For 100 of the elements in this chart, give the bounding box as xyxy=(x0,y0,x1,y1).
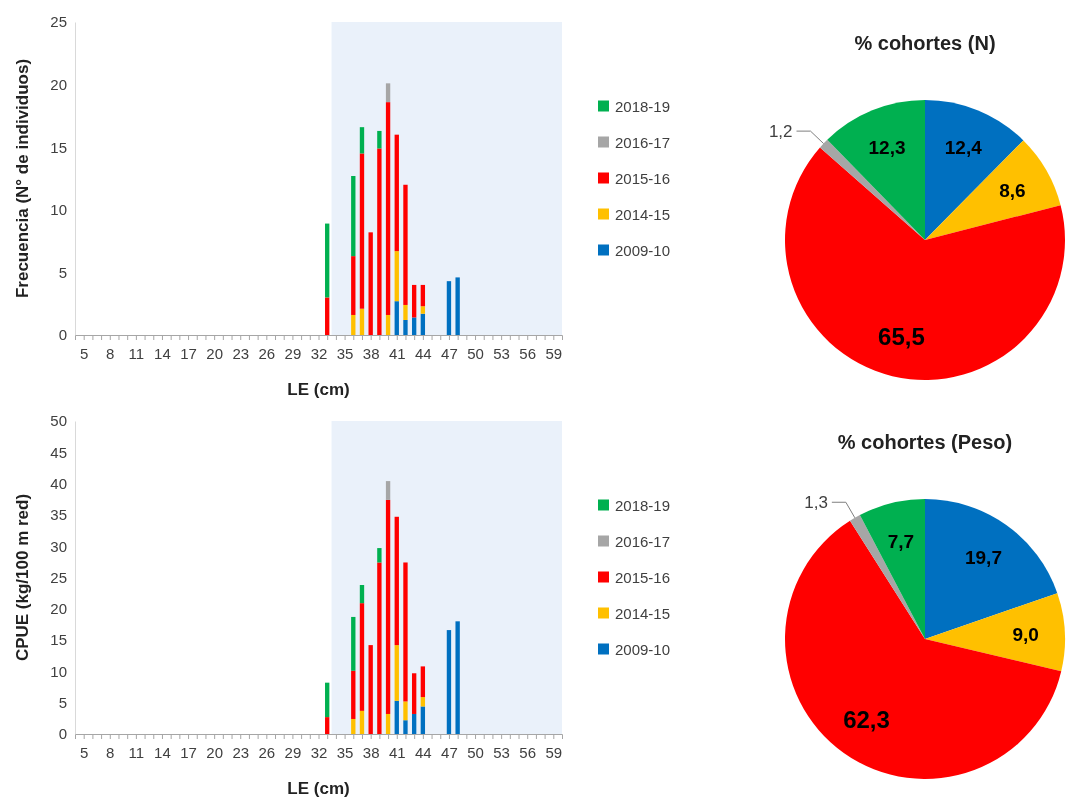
y-tick-label: 30 xyxy=(50,537,67,555)
bar xyxy=(403,319,408,335)
x-tick-label: 47 xyxy=(441,344,458,362)
x-tick-label: 50 xyxy=(467,743,484,761)
x-tick-label: 20 xyxy=(206,344,223,362)
y-tick-label: 25 xyxy=(50,13,67,31)
data-label: 1,2 xyxy=(768,122,793,142)
x-tick-label: 29 xyxy=(284,344,302,362)
bar xyxy=(325,717,330,734)
bar xyxy=(394,134,399,252)
x-tick-label: 50 xyxy=(467,344,484,362)
x-tick-label: 53 xyxy=(493,743,510,761)
x-tick-label: 26 xyxy=(258,743,276,761)
bar xyxy=(446,281,452,335)
bar xyxy=(377,562,382,734)
bar xyxy=(385,713,391,734)
pie-slice xyxy=(827,100,925,240)
x-tick-label: 5 xyxy=(80,743,89,761)
bar xyxy=(351,616,356,671)
bar xyxy=(411,673,417,714)
y-tick-label: 40 xyxy=(50,474,67,492)
y-tick-label: 5 xyxy=(58,694,67,711)
x-tick-label: 44 xyxy=(415,344,432,362)
data-label: 12,4 xyxy=(944,136,983,158)
chart-title: % cohortes (Peso) xyxy=(837,431,1013,453)
x-tick-label: 38 xyxy=(362,344,380,362)
x-tick-label: 14 xyxy=(154,344,171,362)
bar xyxy=(446,630,452,734)
bar xyxy=(351,256,356,315)
y-axis-title: Frecuencia (N° de individuos) xyxy=(13,58,32,299)
bar xyxy=(359,308,365,335)
pie-slice xyxy=(785,520,1062,779)
legend-label: 2018-19 xyxy=(615,496,671,514)
bar xyxy=(403,562,408,702)
x-tick-label: 44 xyxy=(415,743,432,761)
bar xyxy=(385,499,391,714)
bar xyxy=(385,83,391,103)
y-tick-label: 20 xyxy=(50,75,67,93)
bar xyxy=(377,148,382,335)
bar xyxy=(359,603,365,711)
bar xyxy=(325,682,330,718)
data-label: 1,3 xyxy=(804,493,828,513)
bar xyxy=(420,306,426,314)
data-label: 12,3 xyxy=(868,136,906,158)
pie-slice xyxy=(925,140,1061,240)
x-tick-label: 8 xyxy=(106,344,115,362)
y-tick-label: 20 xyxy=(50,600,67,618)
x-axis-title: LE (cm) xyxy=(287,380,350,399)
bar xyxy=(385,102,391,315)
bar xyxy=(325,223,330,298)
x-tick-label: 56 xyxy=(519,344,537,362)
x-tick-label: 26 xyxy=(258,344,276,362)
bar xyxy=(420,313,426,335)
bar xyxy=(359,127,365,154)
y-tick-label: 25 xyxy=(50,568,67,586)
y-tick-label: 15 xyxy=(50,138,67,156)
x-tick-label: 32 xyxy=(310,743,328,761)
y-tick-label: 50 xyxy=(50,412,67,430)
bar xyxy=(403,184,408,305)
y-tick-label: 45 xyxy=(50,443,67,461)
y-tick-label: 0 xyxy=(58,725,67,743)
x-tick-label: 59 xyxy=(545,344,563,362)
x-tick-label: 11 xyxy=(128,743,145,761)
bar xyxy=(351,670,356,719)
legend-label: 2015-16 xyxy=(615,568,671,586)
bar xyxy=(325,297,330,335)
data-label: 65,5 xyxy=(878,323,925,351)
bar xyxy=(403,720,408,734)
y-tick-label: 35 xyxy=(50,506,67,524)
pie-slice xyxy=(925,100,1024,240)
x-tick-label: 23 xyxy=(232,344,250,362)
bar xyxy=(394,251,399,302)
data-label: 19,7 xyxy=(964,546,1002,568)
data-label: 62,3 xyxy=(843,706,890,734)
x-tick-label: 47 xyxy=(441,743,458,761)
legend-label: 2014-15 xyxy=(615,604,671,622)
x-tick-label: 35 xyxy=(336,743,354,761)
bar xyxy=(394,700,399,734)
bar xyxy=(377,548,382,563)
bar xyxy=(403,304,408,320)
bar xyxy=(385,481,391,500)
y-tick-label: 10 xyxy=(50,662,67,680)
x-tick-label: 41 xyxy=(388,743,406,761)
bar xyxy=(411,284,417,318)
x-axis-title: LE (cm) xyxy=(287,779,350,798)
bar xyxy=(368,645,373,734)
x-tick-label: 59 xyxy=(545,743,563,761)
bar xyxy=(420,666,426,698)
bar xyxy=(385,314,391,335)
legend-label: 2014-15 xyxy=(615,205,671,223)
bar xyxy=(394,645,399,701)
legend-label: 2015-16 xyxy=(615,169,671,187)
x-tick-label: 56 xyxy=(519,743,537,761)
x-tick-label: 38 xyxy=(362,743,380,761)
data-label: 9,0 xyxy=(1012,623,1039,645)
chart-title: % cohortes (N) xyxy=(854,32,996,54)
x-tick-label: 17 xyxy=(180,344,197,362)
bar xyxy=(420,284,426,307)
x-tick-label: 11 xyxy=(128,344,145,362)
x-tick-label: 23 xyxy=(232,743,250,761)
